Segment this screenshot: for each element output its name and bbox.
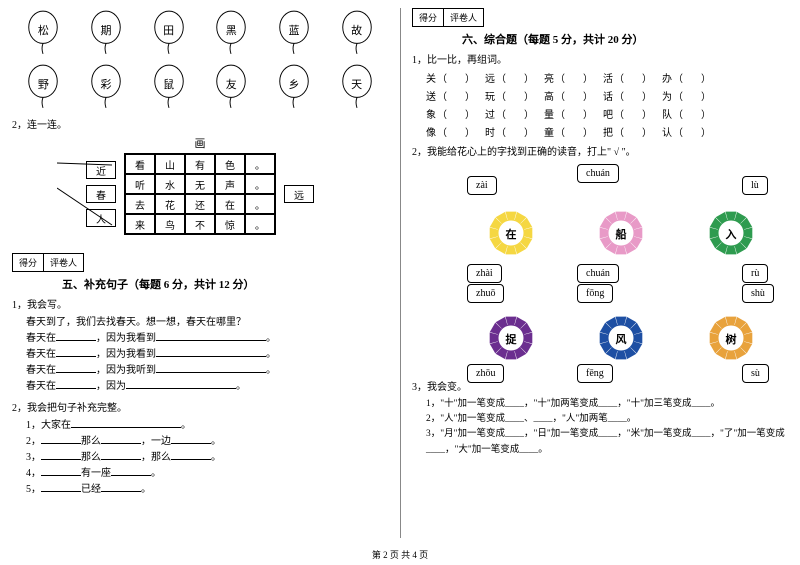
transform-line[interactable]: 3，"月"加一笔变成____，"日"加一笔变成____，"米"加一笔变成____… xyxy=(426,427,788,457)
right-column: 得分评卷人 六、综合题（每题 5 分，共计 20 分） 1，比一比，再组词。 关… xyxy=(400,0,800,545)
balloon: 野 xyxy=(24,62,62,110)
balloon: 蓝 xyxy=(275,8,313,56)
balloon: 故 xyxy=(338,8,376,56)
transform-line[interactable]: 1，"十"加一笔变成____，"十"加两笔变成____，"十"加三笔变成____… xyxy=(426,397,788,412)
score-box: 得分评卷人 xyxy=(412,8,484,27)
q5-1: 1，我会写。 xyxy=(12,296,388,311)
balloon: 黑 xyxy=(212,8,250,56)
section-5-title: 五、补充句子（每题 6 分，共计 12 分） xyxy=(62,276,388,292)
q6-1: 1，比一比，再组词。 xyxy=(412,51,788,66)
side-box: 近 xyxy=(86,161,116,179)
fill-line[interactable]: 5，已经。 xyxy=(26,482,388,498)
score-box: 得分评卷人 xyxy=(12,253,84,272)
section-6-title: 六、综合题（每题 5 分，共计 20 分） xyxy=(462,31,788,47)
hua-title: 画 xyxy=(12,135,388,151)
balloon: 天 xyxy=(338,62,376,110)
side-box: 远 xyxy=(284,185,314,203)
balloon: 田 xyxy=(150,8,188,56)
side-box: 春 xyxy=(86,185,116,203)
balloon: 彩 xyxy=(87,62,125,110)
q6-2: 2，我能给花心上的字找到正确的读音，打上" √ "。 xyxy=(412,143,788,158)
fill-line[interactable]: 春天在，因为我看到。 xyxy=(26,331,388,347)
fill-line: 春天到了，我们去找春天。想一想，春天在哪里？ xyxy=(26,315,388,331)
transform-line[interactable]: 2，"人"加一笔变成____、____，"人"加两笔____。 xyxy=(426,412,788,427)
compare-block[interactable]: 关（ ） 远（ ） 亮（ ） 活（ ） 办（ ）送（ ） 玩（ ） 高（ ） 话… xyxy=(412,70,788,139)
balloon: 友 xyxy=(212,62,250,110)
q5-2: 2，我会把句子补充完整。 xyxy=(12,399,388,414)
flower-area[interactable]: 在zàizhài船chuánchuán入lùrù捉zhuōzhōu风fōngfē… xyxy=(412,164,788,374)
poem-layout: 近 春 人 看山有色。 听水无声。 去花还在。 来鸟不惊。 远 xyxy=(12,153,388,235)
balloon: 松 xyxy=(24,8,62,56)
balloon: 期 xyxy=(87,8,125,56)
fill-line[interactable]: 1，大家在。 xyxy=(26,418,388,434)
fill-line[interactable]: 春天在，因为我看到。 xyxy=(26,347,388,363)
q2-label: 2，连一连。 xyxy=(12,116,388,131)
balloon-row-2: 野 彩 鼠 友 乡 天 xyxy=(12,62,388,110)
fill-line[interactable]: 3，那么，那么。 xyxy=(26,450,388,466)
fill-line[interactable]: 4，有一座。 xyxy=(26,466,388,482)
side-box: 人 xyxy=(86,209,116,227)
poem-grid: 看山有色。 听水无声。 去花还在。 来鸟不惊。 xyxy=(124,153,276,235)
fill-line[interactable]: 2，那么，一边。 xyxy=(26,434,388,450)
page-footer: 第 2 页 共 4 页 xyxy=(0,548,800,561)
balloon-row-1: 松 期 田 黑 蓝 故 xyxy=(12,8,388,56)
fill-line[interactable]: 春天在，因为我听到。 xyxy=(26,363,388,379)
fill-line[interactable]: 春天在，因为。 xyxy=(26,379,388,395)
balloon: 乡 xyxy=(275,62,313,110)
left-column: 松 期 田 黑 蓝 故 野 彩 鼠 友 乡 天 2，连一连。 画 近 春 人 看… xyxy=(0,0,400,545)
balloon: 鼠 xyxy=(150,62,188,110)
